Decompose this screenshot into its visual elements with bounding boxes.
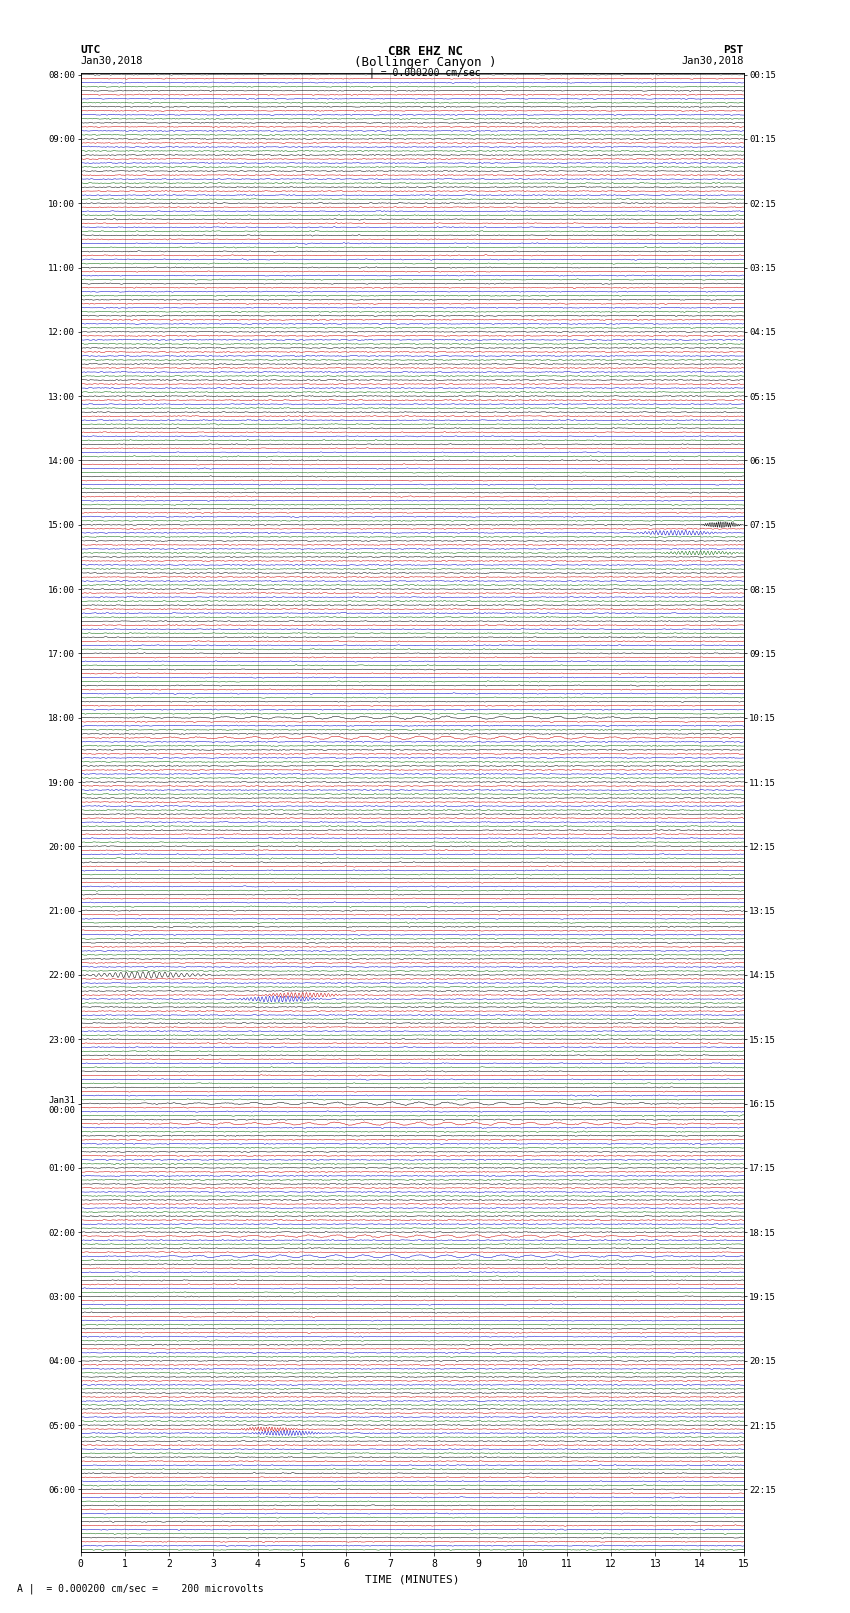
Text: UTC: UTC [81,45,101,55]
Text: (Bollinger Canyon ): (Bollinger Canyon ) [354,56,496,69]
Text: CBR EHZ NC: CBR EHZ NC [388,45,462,58]
Text: A |  = 0.000200 cm/sec =    200 microvolts: A | = 0.000200 cm/sec = 200 microvolts [17,1582,264,1594]
Text: Jan30,2018: Jan30,2018 [681,56,744,66]
Text: PST: PST [723,45,744,55]
X-axis label: TIME (MINUTES): TIME (MINUTES) [365,1574,460,1584]
Text: Jan30,2018: Jan30,2018 [81,56,144,66]
Text: | = 0.000200 cm/sec: | = 0.000200 cm/sec [369,68,481,79]
